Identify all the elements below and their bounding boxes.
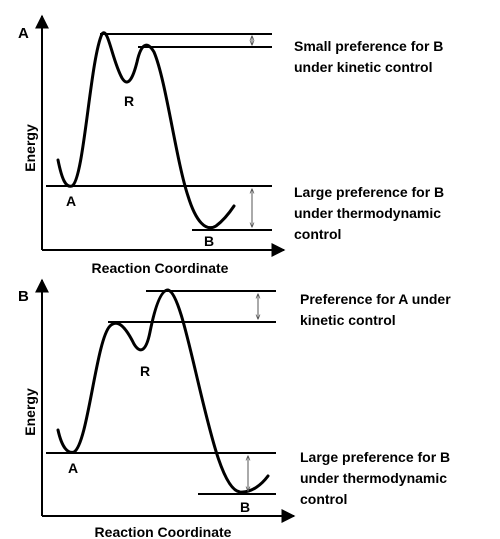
- panel-a-energy-curve: [56, 31, 236, 229]
- panel-b-caption-kinetic-line2: kinetic control: [300, 312, 396, 328]
- panel-a: A Energy Reaction Coordinate A R B Small…: [18, 14, 444, 276]
- panel-b-caption-kinetic-line1: Preference for A under: [300, 291, 451, 307]
- panel-a-point-r: R: [124, 93, 134, 109]
- panel-a-caption-thermo-line2: under thermodynamic: [294, 205, 441, 221]
- panel-a-caption-thermo-line3: control: [294, 226, 341, 242]
- panel-b-point-a: A: [68, 460, 78, 476]
- panel-a-caption-kinetic-line2: under kinetic control: [294, 59, 432, 75]
- panel-a-point-a: A: [66, 193, 76, 209]
- panel-b-point-b: B: [240, 499, 250, 515]
- panel-a-y-axis-label: Energy: [22, 124, 38, 172]
- panel-b-corner-label: B: [18, 288, 29, 305]
- panel-a-point-b: B: [204, 233, 214, 249]
- panel-a-caption-thermo-line1: Large preference for B: [294, 184, 444, 200]
- panel-b: B Energy Reaction Coordinate A R B Prefe…: [18, 278, 451, 539]
- panel-a-x-axis-label: Reaction Coordinate: [92, 260, 229, 276]
- panel-b-caption-thermo-line2: under thermodynamic: [300, 470, 447, 486]
- panel-b-y-axis-label: Energy: [22, 388, 38, 436]
- panel-a-corner-label: A: [18, 25, 29, 42]
- panel-b-x-axis-label: Reaction Coordinate: [95, 524, 232, 539]
- panel-b-energy-curve: [56, 288, 270, 494]
- panel-b-caption-thermo-line3: control: [300, 491, 347, 507]
- panel-a-caption-kinetic-line1: Small preference for B: [294, 38, 443, 54]
- panel-b-caption-thermo-line1: Large preference for B: [300, 449, 450, 465]
- panel-b-point-r: R: [140, 363, 150, 379]
